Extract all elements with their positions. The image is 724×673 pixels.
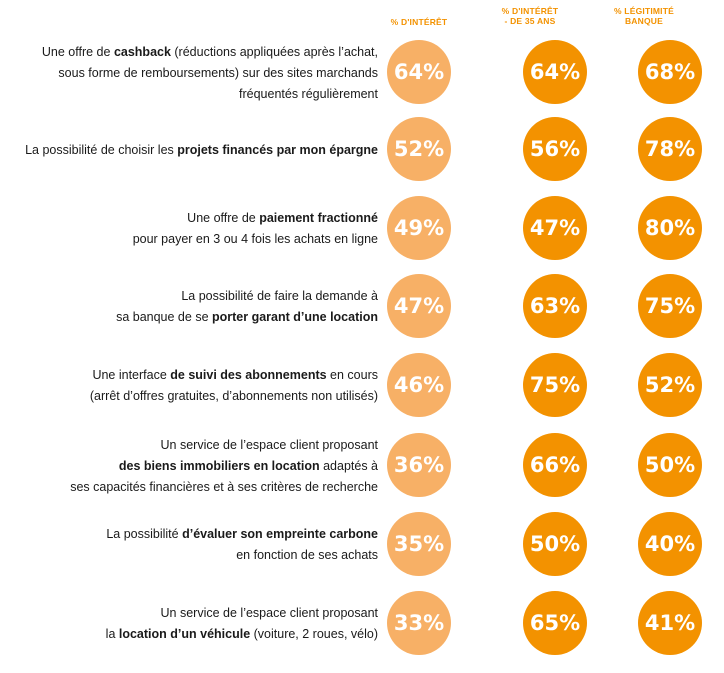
value-circle-under35: 56%: [523, 117, 587, 181]
row-label: La possibilité d’évaluer son empreinte c…: [106, 527, 378, 562]
table-row: La possibilité de faire la demande à sa b…: [0, 268, 724, 346]
value-circle-interest: 33%: [387, 591, 451, 655]
value-circle-legitimacy: 68%: [638, 40, 702, 104]
table-row: Une interface de suivi des abonnements e…: [0, 347, 724, 425]
row-label: Une offre de cashback (réductions appliq…: [41, 44, 378, 101]
value-circle-interest: 36%: [387, 433, 451, 497]
value-circle-legitimacy: 50%: [638, 433, 702, 497]
value-circle-under35: 63%: [523, 274, 587, 338]
row-label: La possibilité de faire la demande à sa b…: [116, 289, 378, 324]
value-circle-legitimacy: 80%: [638, 196, 702, 260]
value-circle-legitimacy: 41%: [638, 591, 702, 655]
row-label: Un service de l’espace client proposant l…: [105, 606, 378, 641]
value-circle-legitimacy: 78%: [638, 117, 702, 181]
table-row: Une offre de paiement fractionné pour pay…: [0, 190, 724, 268]
value-circle-under35: 47%: [523, 196, 587, 260]
row-label: Un service de l’espace client proposant d…: [70, 437, 378, 494]
value-circle-interest: 46%: [387, 353, 451, 417]
value-circle-legitimacy: 52%: [638, 353, 702, 417]
row-label: Une offre de paiement fractionné pour pay…: [132, 211, 378, 246]
value-circle-under35: 66%: [523, 433, 587, 497]
value-circle-interest: 52%: [387, 117, 451, 181]
col-header-interest: % D'INTÉRÊT: [390, 17, 448, 27]
table-row: Un service de l’espace client proposant d…: [0, 427, 724, 505]
value-circle-under35: 50%: [523, 512, 587, 576]
col-header-interest-under35: % D'INTÉRÊT - DE 35 ANS: [501, 6, 559, 26]
value-circle-interest: 64%: [387, 40, 451, 104]
table-row: Une offre de cashback (réductions appliq…: [0, 34, 724, 112]
value-circle-under35: 64%: [523, 40, 587, 104]
table-row: La possibilité de choisir les projets fi…: [0, 111, 724, 189]
row-label: La possibilité de choisir les projets fi…: [25, 142, 378, 157]
table-row: La possibilité d’évaluer son empreinte c…: [0, 506, 724, 584]
value-circle-interest: 47%: [387, 274, 451, 338]
col-header-bank-legitimacy: % LÉGITIMITÉ BANQUE: [613, 6, 674, 26]
value-circle-interest: 49%: [387, 196, 451, 260]
value-circle-interest: 35%: [387, 512, 451, 576]
value-circle-under35: 75%: [523, 353, 587, 417]
value-circle-legitimacy: 40%: [638, 512, 702, 576]
table-row: Un service de l’espace client proposant l…: [0, 585, 724, 663]
value-circle-under35: 65%: [523, 591, 587, 655]
row-label: Une interface de suivi des abonnements e…: [89, 368, 378, 403]
value-circle-legitimacy: 75%: [638, 274, 702, 338]
